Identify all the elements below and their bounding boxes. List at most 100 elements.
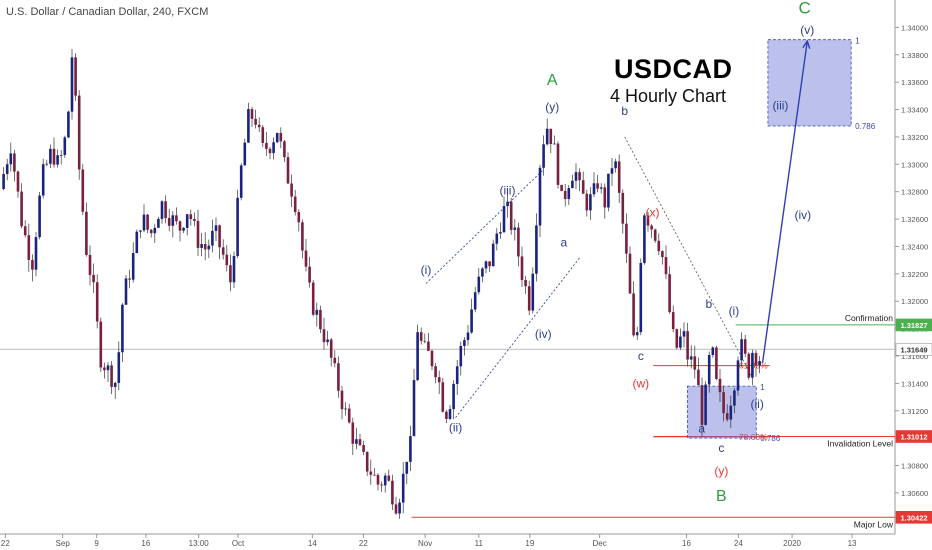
fib-label: 1 <box>855 37 860 46</box>
candle <box>193 219 196 221</box>
channel-line <box>455 257 581 418</box>
wave-label: (x) <box>645 205 659 219</box>
wave-label: (ii) <box>751 397 764 411</box>
candle <box>286 157 290 184</box>
candle <box>351 422 355 444</box>
candle <box>110 365 113 387</box>
wave-label: b <box>705 297 712 311</box>
candle <box>232 256 236 283</box>
candle <box>236 197 239 257</box>
candle <box>553 143 556 145</box>
candle <box>135 231 139 254</box>
candle <box>743 339 747 354</box>
candle <box>185 214 189 228</box>
candle <box>405 461 409 474</box>
wave-label: (iii) <box>772 99 788 113</box>
projection-arrowhead <box>802 39 811 49</box>
candle <box>697 369 700 386</box>
candle <box>308 266 311 283</box>
candle <box>581 180 585 194</box>
candle <box>297 212 301 223</box>
y-tick-label: 1.31200 <box>901 407 928 416</box>
candle <box>599 187 603 189</box>
candle <box>16 171 20 192</box>
candle <box>5 164 9 175</box>
candle <box>718 378 722 393</box>
candle <box>45 163 49 165</box>
x-tick-label: Dec <box>593 539 607 548</box>
candle <box>275 132 279 143</box>
candle <box>23 226 27 236</box>
candle <box>221 247 225 255</box>
candle <box>333 357 337 364</box>
wave-label: c <box>718 441 724 455</box>
candle <box>571 180 574 189</box>
candle <box>736 360 740 391</box>
candle <box>113 382 117 387</box>
candle <box>592 183 596 195</box>
candle <box>380 484 383 486</box>
candle <box>88 254 92 275</box>
y-tick-label: 1.33200 <box>901 133 928 142</box>
candle <box>549 128 553 144</box>
candle <box>632 293 635 336</box>
candle <box>455 366 459 384</box>
x-tick-label: Oct <box>232 539 245 548</box>
candle <box>290 183 293 197</box>
y-tick-label: 1.33800 <box>901 51 928 60</box>
candle <box>729 405 733 420</box>
candle <box>671 312 675 330</box>
candle <box>344 408 347 410</box>
candle <box>563 190 567 200</box>
candle <box>527 286 531 311</box>
candle <box>34 237 38 270</box>
candle <box>596 183 599 189</box>
x-tick-label: 22 <box>1 539 10 548</box>
candle <box>27 235 31 260</box>
candle <box>391 480 394 505</box>
candle <box>524 279 527 287</box>
candle <box>416 332 419 381</box>
candle <box>358 439 362 446</box>
candle <box>751 352 754 378</box>
candle <box>589 194 592 211</box>
candle <box>283 141 286 158</box>
chart-subtitle: 4 Hourly Chart <box>610 86 727 106</box>
candle <box>254 118 257 125</box>
candle <box>653 229 657 241</box>
candle <box>376 475 380 485</box>
candle <box>445 411 448 419</box>
candle <box>668 274 671 313</box>
candle <box>301 222 304 251</box>
candle <box>484 261 488 269</box>
candle <box>621 192 625 224</box>
candle <box>160 201 164 219</box>
candle <box>319 309 322 330</box>
price-tag: 1.31012 <box>900 433 927 442</box>
candle <box>304 250 308 267</box>
candle <box>243 142 247 166</box>
x-tick-label: Nov <box>418 539 432 548</box>
candle <box>679 336 682 348</box>
wave-label: (y) <box>714 464 728 478</box>
wave-label: (i) <box>729 304 740 318</box>
candle <box>459 345 463 367</box>
wave-label: a <box>561 235 568 249</box>
candle <box>131 253 135 280</box>
wave-label: (i) <box>421 263 432 277</box>
candle <box>725 413 729 420</box>
candle <box>747 353 751 378</box>
x-tick-label: Sep <box>56 539 71 548</box>
candle <box>247 109 250 143</box>
y-tick-label: 1.30800 <box>901 462 928 471</box>
candle <box>754 352 758 366</box>
price-tag-bg <box>895 318 932 332</box>
candle <box>477 276 481 293</box>
candle <box>682 331 686 337</box>
candle <box>538 167 542 226</box>
candle <box>146 214 149 230</box>
candle <box>322 329 326 343</box>
candle <box>337 363 340 391</box>
x-tick-label: 13 <box>848 539 857 548</box>
